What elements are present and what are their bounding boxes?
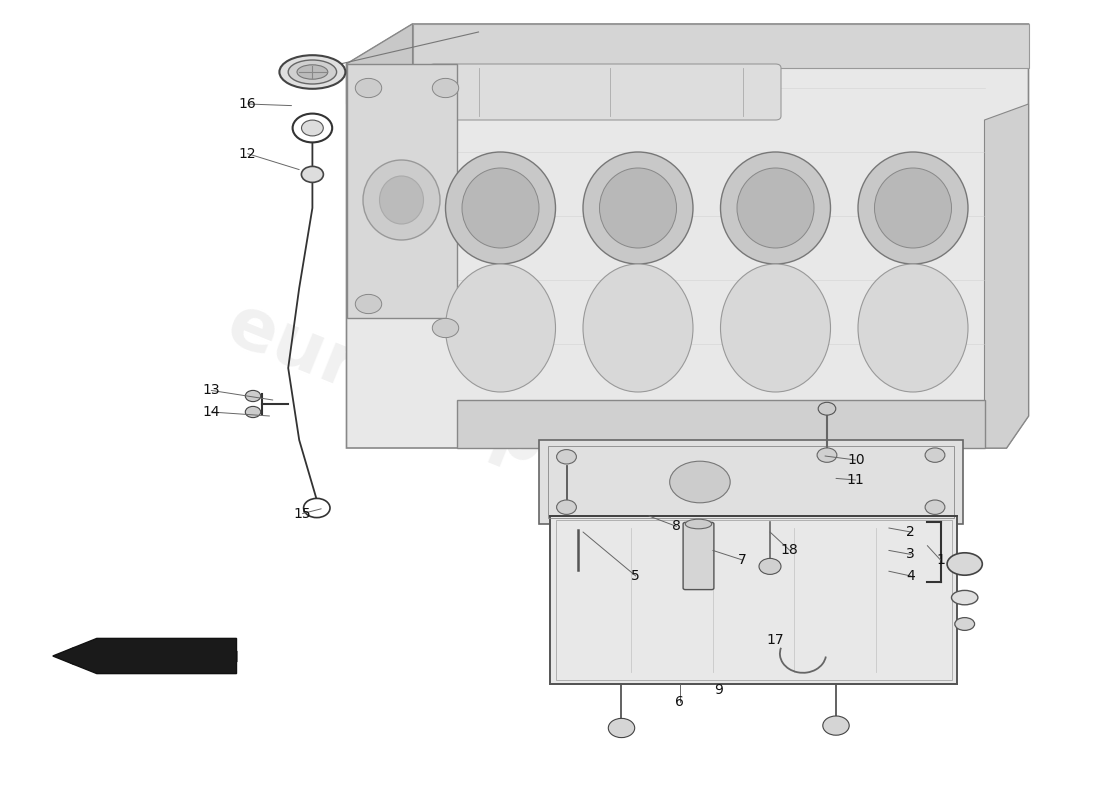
Circle shape bbox=[245, 390, 261, 402]
Text: 5: 5 bbox=[631, 569, 640, 583]
Text: 2: 2 bbox=[906, 525, 915, 539]
Ellipse shape bbox=[955, 618, 975, 630]
Text: 7: 7 bbox=[738, 553, 747, 567]
Ellipse shape bbox=[952, 590, 978, 605]
Text: 10: 10 bbox=[847, 453, 865, 467]
Ellipse shape bbox=[720, 152, 830, 264]
Text: a passion for cars since 1985: a passion for cars since 1985 bbox=[356, 215, 744, 393]
Polygon shape bbox=[412, 24, 1028, 68]
Polygon shape bbox=[53, 638, 236, 674]
Ellipse shape bbox=[583, 152, 693, 264]
Ellipse shape bbox=[288, 60, 337, 84]
FancyBboxPatch shape bbox=[550, 516, 957, 684]
Polygon shape bbox=[984, 104, 1028, 448]
Circle shape bbox=[301, 166, 323, 182]
Text: 14: 14 bbox=[202, 405, 220, 419]
Circle shape bbox=[557, 450, 576, 464]
Text: 16: 16 bbox=[239, 97, 256, 111]
Ellipse shape bbox=[600, 168, 676, 248]
Text: 17: 17 bbox=[767, 633, 784, 647]
Text: 9: 9 bbox=[714, 682, 723, 697]
Circle shape bbox=[557, 500, 576, 514]
Ellipse shape bbox=[858, 264, 968, 392]
Circle shape bbox=[818, 402, 836, 415]
Text: 1: 1 bbox=[936, 553, 945, 567]
Text: 6: 6 bbox=[675, 695, 684, 710]
Text: 18: 18 bbox=[781, 543, 799, 558]
Polygon shape bbox=[346, 24, 412, 104]
Ellipse shape bbox=[363, 160, 440, 240]
Ellipse shape bbox=[670, 461, 730, 503]
Ellipse shape bbox=[685, 519, 712, 529]
FancyBboxPatch shape bbox=[683, 522, 714, 590]
Circle shape bbox=[432, 78, 459, 98]
Ellipse shape bbox=[379, 176, 424, 224]
FancyBboxPatch shape bbox=[346, 64, 456, 318]
Text: 12: 12 bbox=[239, 146, 256, 161]
Ellipse shape bbox=[446, 264, 556, 392]
Circle shape bbox=[823, 716, 849, 735]
Ellipse shape bbox=[297, 65, 328, 79]
Text: 13: 13 bbox=[202, 383, 220, 398]
Circle shape bbox=[355, 294, 382, 314]
Ellipse shape bbox=[858, 152, 968, 264]
Text: 8: 8 bbox=[672, 519, 681, 534]
Circle shape bbox=[817, 448, 837, 462]
Circle shape bbox=[432, 318, 459, 338]
Circle shape bbox=[608, 718, 635, 738]
FancyBboxPatch shape bbox=[456, 400, 984, 448]
Circle shape bbox=[293, 114, 332, 142]
FancyBboxPatch shape bbox=[539, 440, 962, 524]
Text: 4: 4 bbox=[906, 569, 915, 583]
FancyBboxPatch shape bbox=[429, 64, 781, 120]
Text: europeparts: europeparts bbox=[217, 290, 707, 542]
Ellipse shape bbox=[720, 264, 830, 392]
Text: 11: 11 bbox=[847, 473, 865, 487]
Circle shape bbox=[301, 120, 323, 136]
Text: 15: 15 bbox=[294, 506, 311, 521]
Circle shape bbox=[355, 78, 382, 98]
Circle shape bbox=[304, 498, 330, 518]
Ellipse shape bbox=[583, 264, 693, 392]
Circle shape bbox=[759, 558, 781, 574]
Ellipse shape bbox=[874, 168, 952, 248]
Ellipse shape bbox=[446, 152, 556, 264]
Ellipse shape bbox=[737, 168, 814, 248]
Ellipse shape bbox=[947, 553, 982, 575]
Circle shape bbox=[925, 500, 945, 514]
Polygon shape bbox=[346, 24, 1028, 448]
Circle shape bbox=[245, 406, 261, 418]
Ellipse shape bbox=[279, 55, 345, 89]
Circle shape bbox=[925, 448, 945, 462]
Text: 3: 3 bbox=[906, 547, 915, 562]
Ellipse shape bbox=[462, 168, 539, 248]
